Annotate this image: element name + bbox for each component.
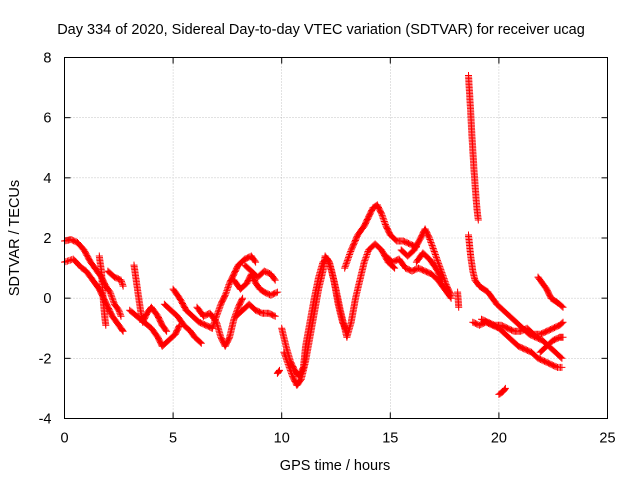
y-tick-label: 6: [43, 111, 51, 127]
series-track-d: [104, 267, 127, 290]
y-tick-label: 8: [43, 51, 51, 67]
series-markers: [454, 288, 463, 311]
y-tick-label: 2: [43, 231, 51, 247]
series-track-u: [454, 288, 463, 311]
axis-ticks: 0 5 10 15 20 25 -4 -2 0 2 4 6 8: [39, 51, 616, 447]
series-track-y: [478, 315, 567, 338]
y-tick-label: -4: [39, 412, 52, 428]
series-markers: [478, 315, 567, 338]
series-markers: [534, 273, 567, 311]
series-track-c: [95, 252, 110, 329]
series-track-p: [280, 252, 351, 389]
series-track-v: [465, 72, 482, 224]
series-markers: [169, 285, 216, 332]
x-tick-label: 5: [169, 431, 177, 447]
series-track-h: [169, 285, 216, 332]
plot-frame: [64, 57, 608, 419]
x-tick-label: 10: [274, 431, 290, 447]
series-track-f: [126, 306, 184, 350]
series-markers: [536, 333, 567, 356]
series-markers: [341, 201, 420, 272]
x-tick-label: 20: [491, 431, 507, 447]
series-markers: [126, 306, 184, 350]
series-markers: [241, 261, 279, 284]
x-axis-label: GPS time / hours: [280, 458, 390, 474]
grid: [64, 57, 608, 419]
series-markers: [208, 252, 260, 332]
y-axis-label: SDTVAR / TECUs: [7, 180, 23, 296]
chart-title: Day 334 of 2020, Sidereal Day-to-day VTE…: [57, 22, 585, 38]
y-tick-label: -2: [39, 351, 52, 367]
series-track-g: [160, 300, 205, 347]
series-track-s: [397, 225, 455, 299]
series-track-m: [241, 261, 279, 284]
series-track-ab: [534, 273, 567, 311]
series-markers: [160, 300, 205, 347]
series-markers: [465, 72, 482, 224]
series-track-q: [341, 201, 420, 272]
series-markers: [280, 252, 351, 389]
series-markers: [495, 384, 509, 398]
series-track-t: [412, 249, 446, 284]
series-track-i: [193, 294, 247, 350]
series-markers: [273, 366, 283, 377]
y-tick-label: 0: [43, 291, 51, 307]
series-track-l: [232, 300, 279, 320]
series-markers: [104, 267, 127, 290]
series-markers: [397, 225, 455, 299]
series-track-z: [536, 333, 567, 356]
series-track-j: [208, 252, 260, 332]
series-markers: [412, 249, 446, 284]
series-markers: [193, 294, 247, 350]
series-markers: [95, 252, 110, 329]
series-markers: [232, 300, 279, 320]
series-track-aa: [495, 384, 509, 398]
plot-area: [61, 72, 567, 398]
x-tick-label: 15: [382, 431, 398, 447]
y-tick-label: 4: [43, 171, 51, 187]
x-tick-label: 0: [60, 431, 68, 447]
x-tick-label: 25: [599, 431, 615, 447]
series-track-n: [273, 366, 283, 377]
